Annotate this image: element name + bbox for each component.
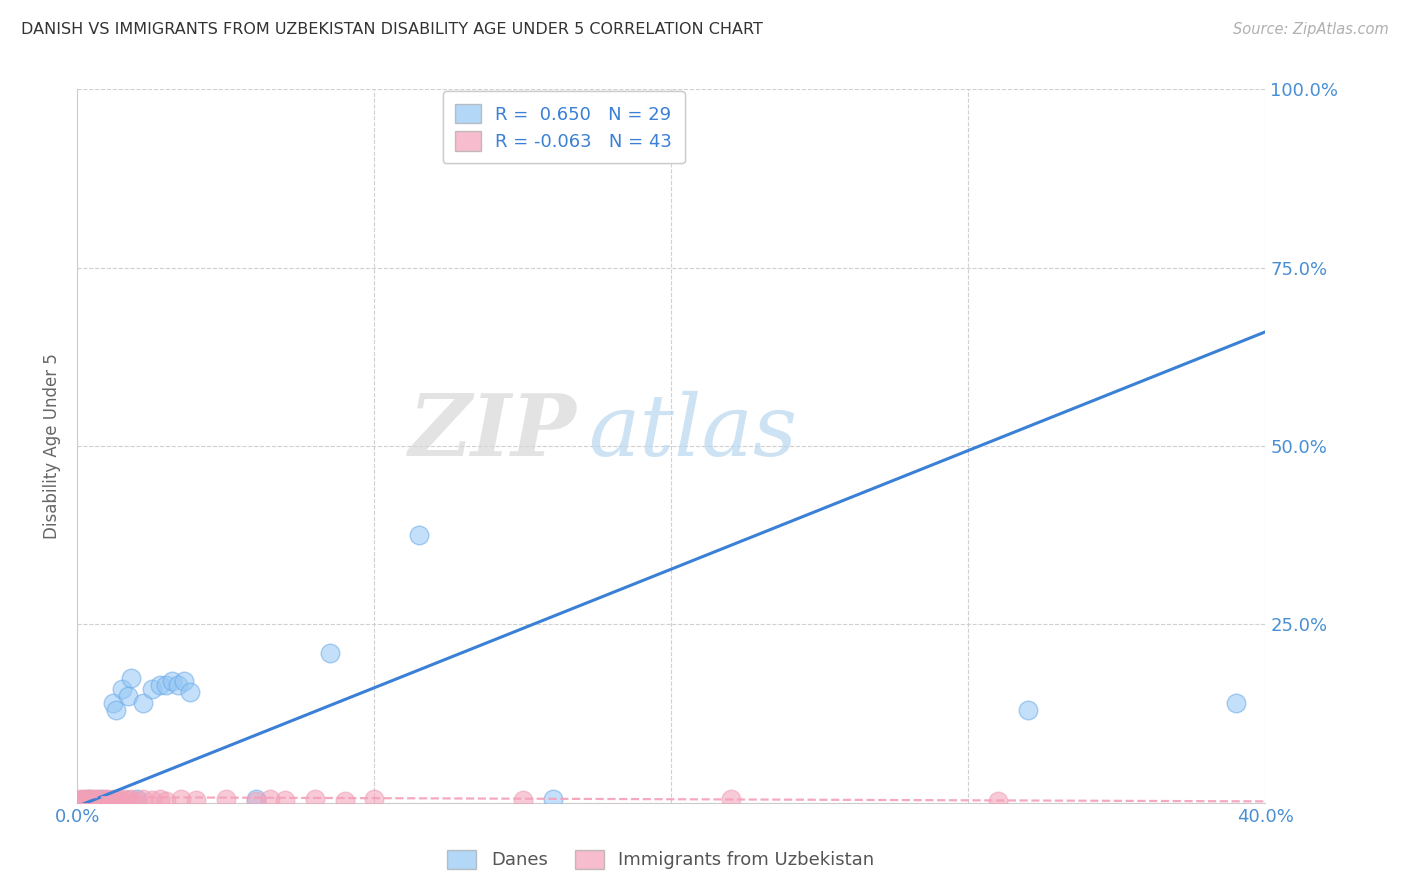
Point	[245, 792, 267, 806]
Point	[162, 674, 184, 689]
Point	[117, 793, 139, 807]
Point	[1225, 696, 1247, 710]
Point	[75, 794, 97, 808]
Legend: R =  0.650   N = 29, R = -0.063   N = 43: R = 0.650 N = 29, R = -0.063 N = 43	[443, 91, 685, 163]
Point	[333, 794, 356, 808]
Point	[155, 678, 177, 692]
Point	[987, 794, 1010, 808]
Point	[179, 685, 201, 699]
Point	[173, 674, 195, 689]
Point	[259, 792, 281, 806]
Text: DANISH VS IMMIGRANTS FROM UZBEKISTAN DISABILITY AGE UNDER 5 CORRELATION CHART: DANISH VS IMMIGRANTS FROM UZBEKISTAN DIS…	[21, 22, 763, 37]
Point	[87, 794, 110, 808]
Point	[120, 671, 142, 685]
Point	[104, 703, 127, 717]
Point	[131, 696, 153, 710]
Point	[170, 792, 193, 806]
Point	[82, 791, 104, 805]
Point	[215, 791, 238, 805]
Point	[72, 793, 94, 807]
Point	[93, 792, 115, 806]
Point	[77, 794, 100, 808]
Point	[114, 792, 136, 806]
Point	[155, 794, 177, 808]
Point	[720, 791, 742, 805]
Point	[131, 792, 153, 806]
Point	[96, 793, 118, 807]
Point	[186, 793, 208, 807]
Point	[93, 794, 115, 808]
Point	[90, 792, 112, 806]
Point	[69, 793, 91, 807]
Point	[82, 794, 104, 808]
Point	[149, 791, 172, 805]
Legend: Danes, Immigrants from Uzbekistan: Danes, Immigrants from Uzbekistan	[439, 841, 883, 879]
Point	[101, 696, 124, 710]
Text: atlas: atlas	[588, 391, 797, 473]
Point	[141, 793, 163, 807]
Point	[75, 791, 97, 805]
Point	[69, 791, 91, 805]
Point	[96, 793, 118, 807]
Point	[108, 791, 131, 805]
Y-axis label: Disability Age Under 5: Disability Age Under 5	[44, 353, 62, 539]
Point	[1017, 703, 1039, 717]
Text: Source: ZipAtlas.com: Source: ZipAtlas.com	[1233, 22, 1389, 37]
Point	[319, 646, 342, 660]
Point	[104, 793, 127, 807]
Point	[304, 791, 326, 805]
Point	[512, 793, 534, 807]
Point	[84, 794, 107, 808]
Point	[82, 793, 104, 807]
Point	[87, 791, 110, 805]
Point	[111, 794, 134, 808]
Point	[98, 794, 121, 808]
Point	[101, 792, 124, 806]
Point	[541, 792, 564, 806]
Point	[125, 792, 148, 806]
Point	[141, 681, 163, 696]
Text: ZIP: ZIP	[409, 390, 576, 474]
Point	[363, 792, 385, 806]
Point	[77, 792, 100, 806]
Point	[87, 793, 110, 807]
Point	[84, 793, 107, 807]
Point	[117, 689, 139, 703]
Point	[90, 794, 112, 808]
Point	[72, 794, 94, 808]
Point	[84, 792, 107, 806]
Point	[75, 793, 97, 807]
Point	[96, 791, 118, 805]
Point	[77, 792, 100, 806]
Point	[149, 678, 172, 692]
Point	[72, 792, 94, 806]
Point	[125, 794, 148, 808]
Point	[167, 678, 190, 692]
Point	[111, 681, 134, 696]
Point	[274, 793, 297, 807]
Point	[408, 528, 430, 542]
Point	[120, 791, 142, 805]
Point	[245, 794, 267, 808]
